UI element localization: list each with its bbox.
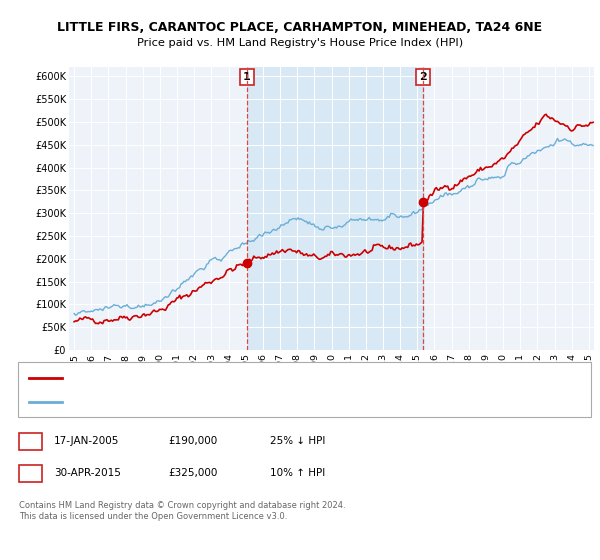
Bar xyxy=(247,67,423,350)
Text: 1: 1 xyxy=(26,435,35,448)
Text: £190,000: £190,000 xyxy=(168,436,217,446)
Text: 2: 2 xyxy=(26,466,35,480)
Text: Contains HM Land Registry data © Crown copyright and database right 2024.
This d: Contains HM Land Registry data © Crown c… xyxy=(19,501,346,521)
Text: LITTLE FIRS, CARANTOC PLACE, CARHAMPTON, MINEHEAD, TA24 6NE: LITTLE FIRS, CARANTOC PLACE, CARHAMPTON,… xyxy=(58,21,542,34)
Text: LITTLE FIRS, CARANTOC PLACE, CARHAMPTON, MINEHEAD, TA24 6NE (detached house): LITTLE FIRS, CARANTOC PLACE, CARHAMPTON,… xyxy=(68,373,490,382)
Text: 2: 2 xyxy=(419,72,427,82)
Text: 10% ↑ HPI: 10% ↑ HPI xyxy=(270,468,325,478)
Text: 17-JAN-2005: 17-JAN-2005 xyxy=(54,436,119,446)
Text: 25% ↓ HPI: 25% ↓ HPI xyxy=(270,436,325,446)
Text: 1: 1 xyxy=(242,72,250,82)
Text: HPI: Average price, detached house, Somerset: HPI: Average price, detached house, Some… xyxy=(68,397,292,407)
Text: Price paid vs. HM Land Registry's House Price Index (HPI): Price paid vs. HM Land Registry's House … xyxy=(137,38,463,48)
Text: £325,000: £325,000 xyxy=(168,468,217,478)
Text: 30-APR-2015: 30-APR-2015 xyxy=(54,468,121,478)
